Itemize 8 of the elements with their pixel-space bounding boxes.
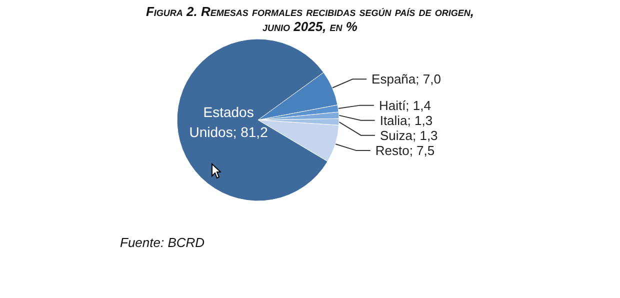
slice-label: Italia; 1,3 bbox=[380, 112, 433, 128]
slice-label: Suiza; 1,3 bbox=[380, 128, 438, 143]
source-note: Fuente: BCRD bbox=[120, 235, 205, 250]
chart-title: Figura 2. Remesas formales recibidas según país de origen, junio 2025, en % bbox=[144, 4, 476, 34]
slice-label: Estados Unidos; 81,2 bbox=[189, 104, 268, 140]
slice-label: Haití; 1,4 bbox=[378, 98, 431, 113]
slice-label: Resto; 7,5 bbox=[375, 143, 435, 158]
slice-label: España; 7,0 bbox=[372, 72, 441, 87]
